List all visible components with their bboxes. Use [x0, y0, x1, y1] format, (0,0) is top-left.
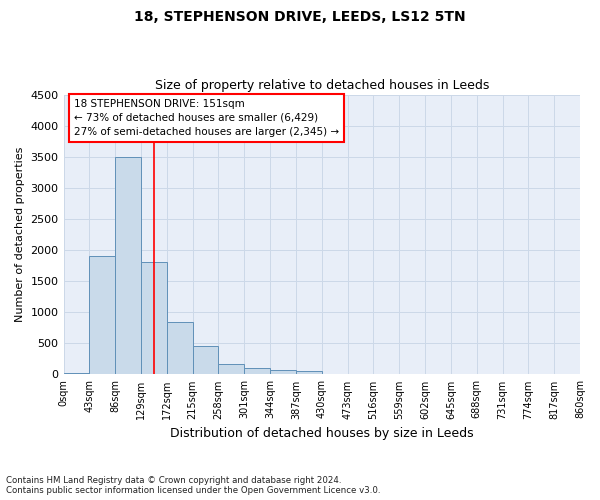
Bar: [296, 371, 322, 374]
Bar: [115, 156, 141, 374]
Text: Contains HM Land Registry data © Crown copyright and database right 2024.
Contai: Contains HM Land Registry data © Crown c…: [6, 476, 380, 495]
X-axis label: Distribution of detached houses by size in Leeds: Distribution of detached houses by size …: [170, 427, 473, 440]
Text: 18, STEPHENSON DRIVE, LEEDS, LS12 5TN: 18, STEPHENSON DRIVE, LEEDS, LS12 5TN: [134, 10, 466, 24]
Bar: [89, 256, 115, 374]
Bar: [64, 372, 89, 374]
Bar: [167, 322, 193, 374]
Bar: [141, 262, 167, 374]
Bar: [193, 346, 218, 374]
Bar: [218, 364, 244, 374]
Bar: [270, 370, 296, 374]
Text: 18 STEPHENSON DRIVE: 151sqm
← 73% of detached houses are smaller (6,429)
27% of : 18 STEPHENSON DRIVE: 151sqm ← 73% of det…: [74, 99, 339, 137]
Bar: [244, 368, 270, 374]
Y-axis label: Number of detached properties: Number of detached properties: [15, 147, 25, 322]
Title: Size of property relative to detached houses in Leeds: Size of property relative to detached ho…: [155, 79, 489, 92]
